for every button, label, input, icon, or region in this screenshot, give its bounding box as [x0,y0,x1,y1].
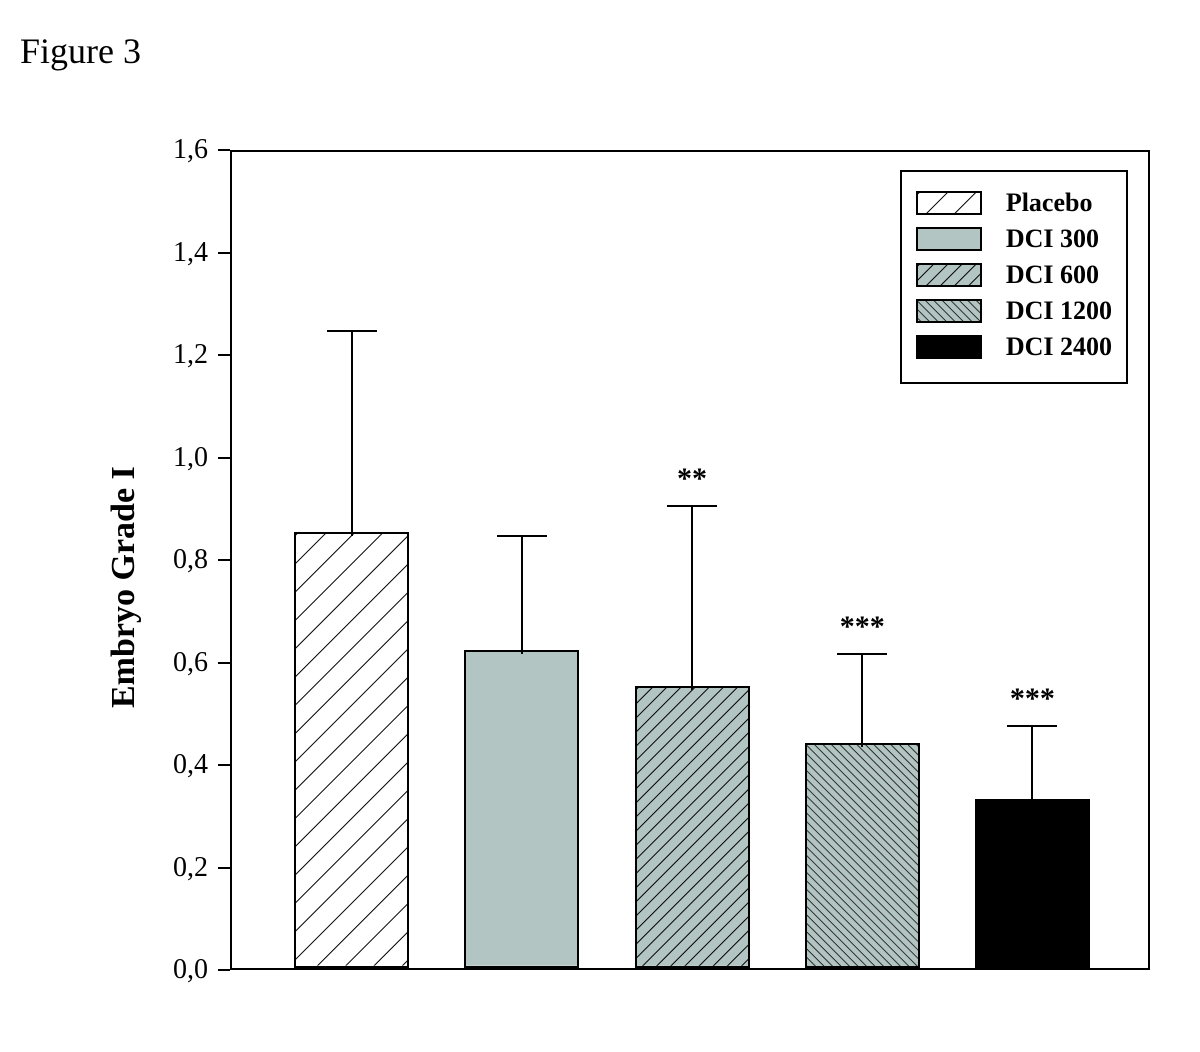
bar [805,743,920,969]
y-tick-label: 1,6 [158,134,208,166]
y-tick [218,252,230,254]
error-bar [1031,726,1033,803]
error-bar-cap [1007,725,1057,727]
legend-item: DCI 300 [916,224,1112,254]
error-bar [691,506,693,691]
legend-item: Placebo [916,188,1112,218]
bar [975,799,1090,968]
y-tick [218,457,230,459]
error-bar [861,654,863,746]
legend-swatch [916,227,982,251]
error-bar-cap [837,653,887,655]
y-tick-label: 1,0 [158,442,208,474]
error-bar-cap [497,535,547,537]
error-bar [351,331,353,536]
y-tick [218,764,230,766]
error-bar [521,536,523,654]
y-tick-label: 0,2 [158,852,208,884]
y-axis-label: Embryo Grade I [105,466,143,708]
legend-swatch [916,335,982,359]
y-tick [218,354,230,356]
legend-label: DCI 600 [1006,260,1099,290]
legend-label: DCI 2400 [1006,332,1112,362]
significance-marker: *** [1010,682,1055,716]
legend: Placebo DCI 300 DCI 600 DCI 1200 DCI 2400 [900,170,1128,384]
y-tick-label: 1,2 [158,339,208,371]
bar [635,686,750,968]
figure-title: Figure 3 [20,30,141,72]
error-bar-cap [667,505,717,507]
legend-swatch [916,191,982,215]
y-tick [218,559,230,561]
significance-marker: *** [840,610,885,644]
legend-item: DCI 1200 [916,296,1112,326]
legend-label: DCI 300 [1006,224,1099,254]
significance-marker: ** [677,462,707,496]
legend-swatch [916,263,982,287]
page: Figure 3 Placebo DCI 300 DCI 600 DCI 1200 DC… [0,0,1200,1052]
y-tick [218,149,230,151]
y-tick-label: 0,0 [158,954,208,986]
bar [294,532,409,968]
legend-swatch [916,299,982,323]
legend-item: DCI 2400 [916,332,1112,362]
y-tick-label: 0,8 [158,544,208,576]
y-tick-label: 1,4 [158,237,208,269]
y-tick [218,969,230,971]
error-bar-cap [327,330,377,332]
legend-item: DCI 600 [916,260,1112,290]
y-tick-label: 0,4 [158,749,208,781]
bar [464,650,579,968]
legend-label: Placebo [1006,188,1093,218]
plot-area: Placebo DCI 300 DCI 600 DCI 1200 DCI 2400 **… [230,150,1150,970]
y-tick [218,867,230,869]
y-tick-label: 0,6 [158,647,208,679]
y-tick [218,662,230,664]
legend-label: DCI 1200 [1006,296,1112,326]
